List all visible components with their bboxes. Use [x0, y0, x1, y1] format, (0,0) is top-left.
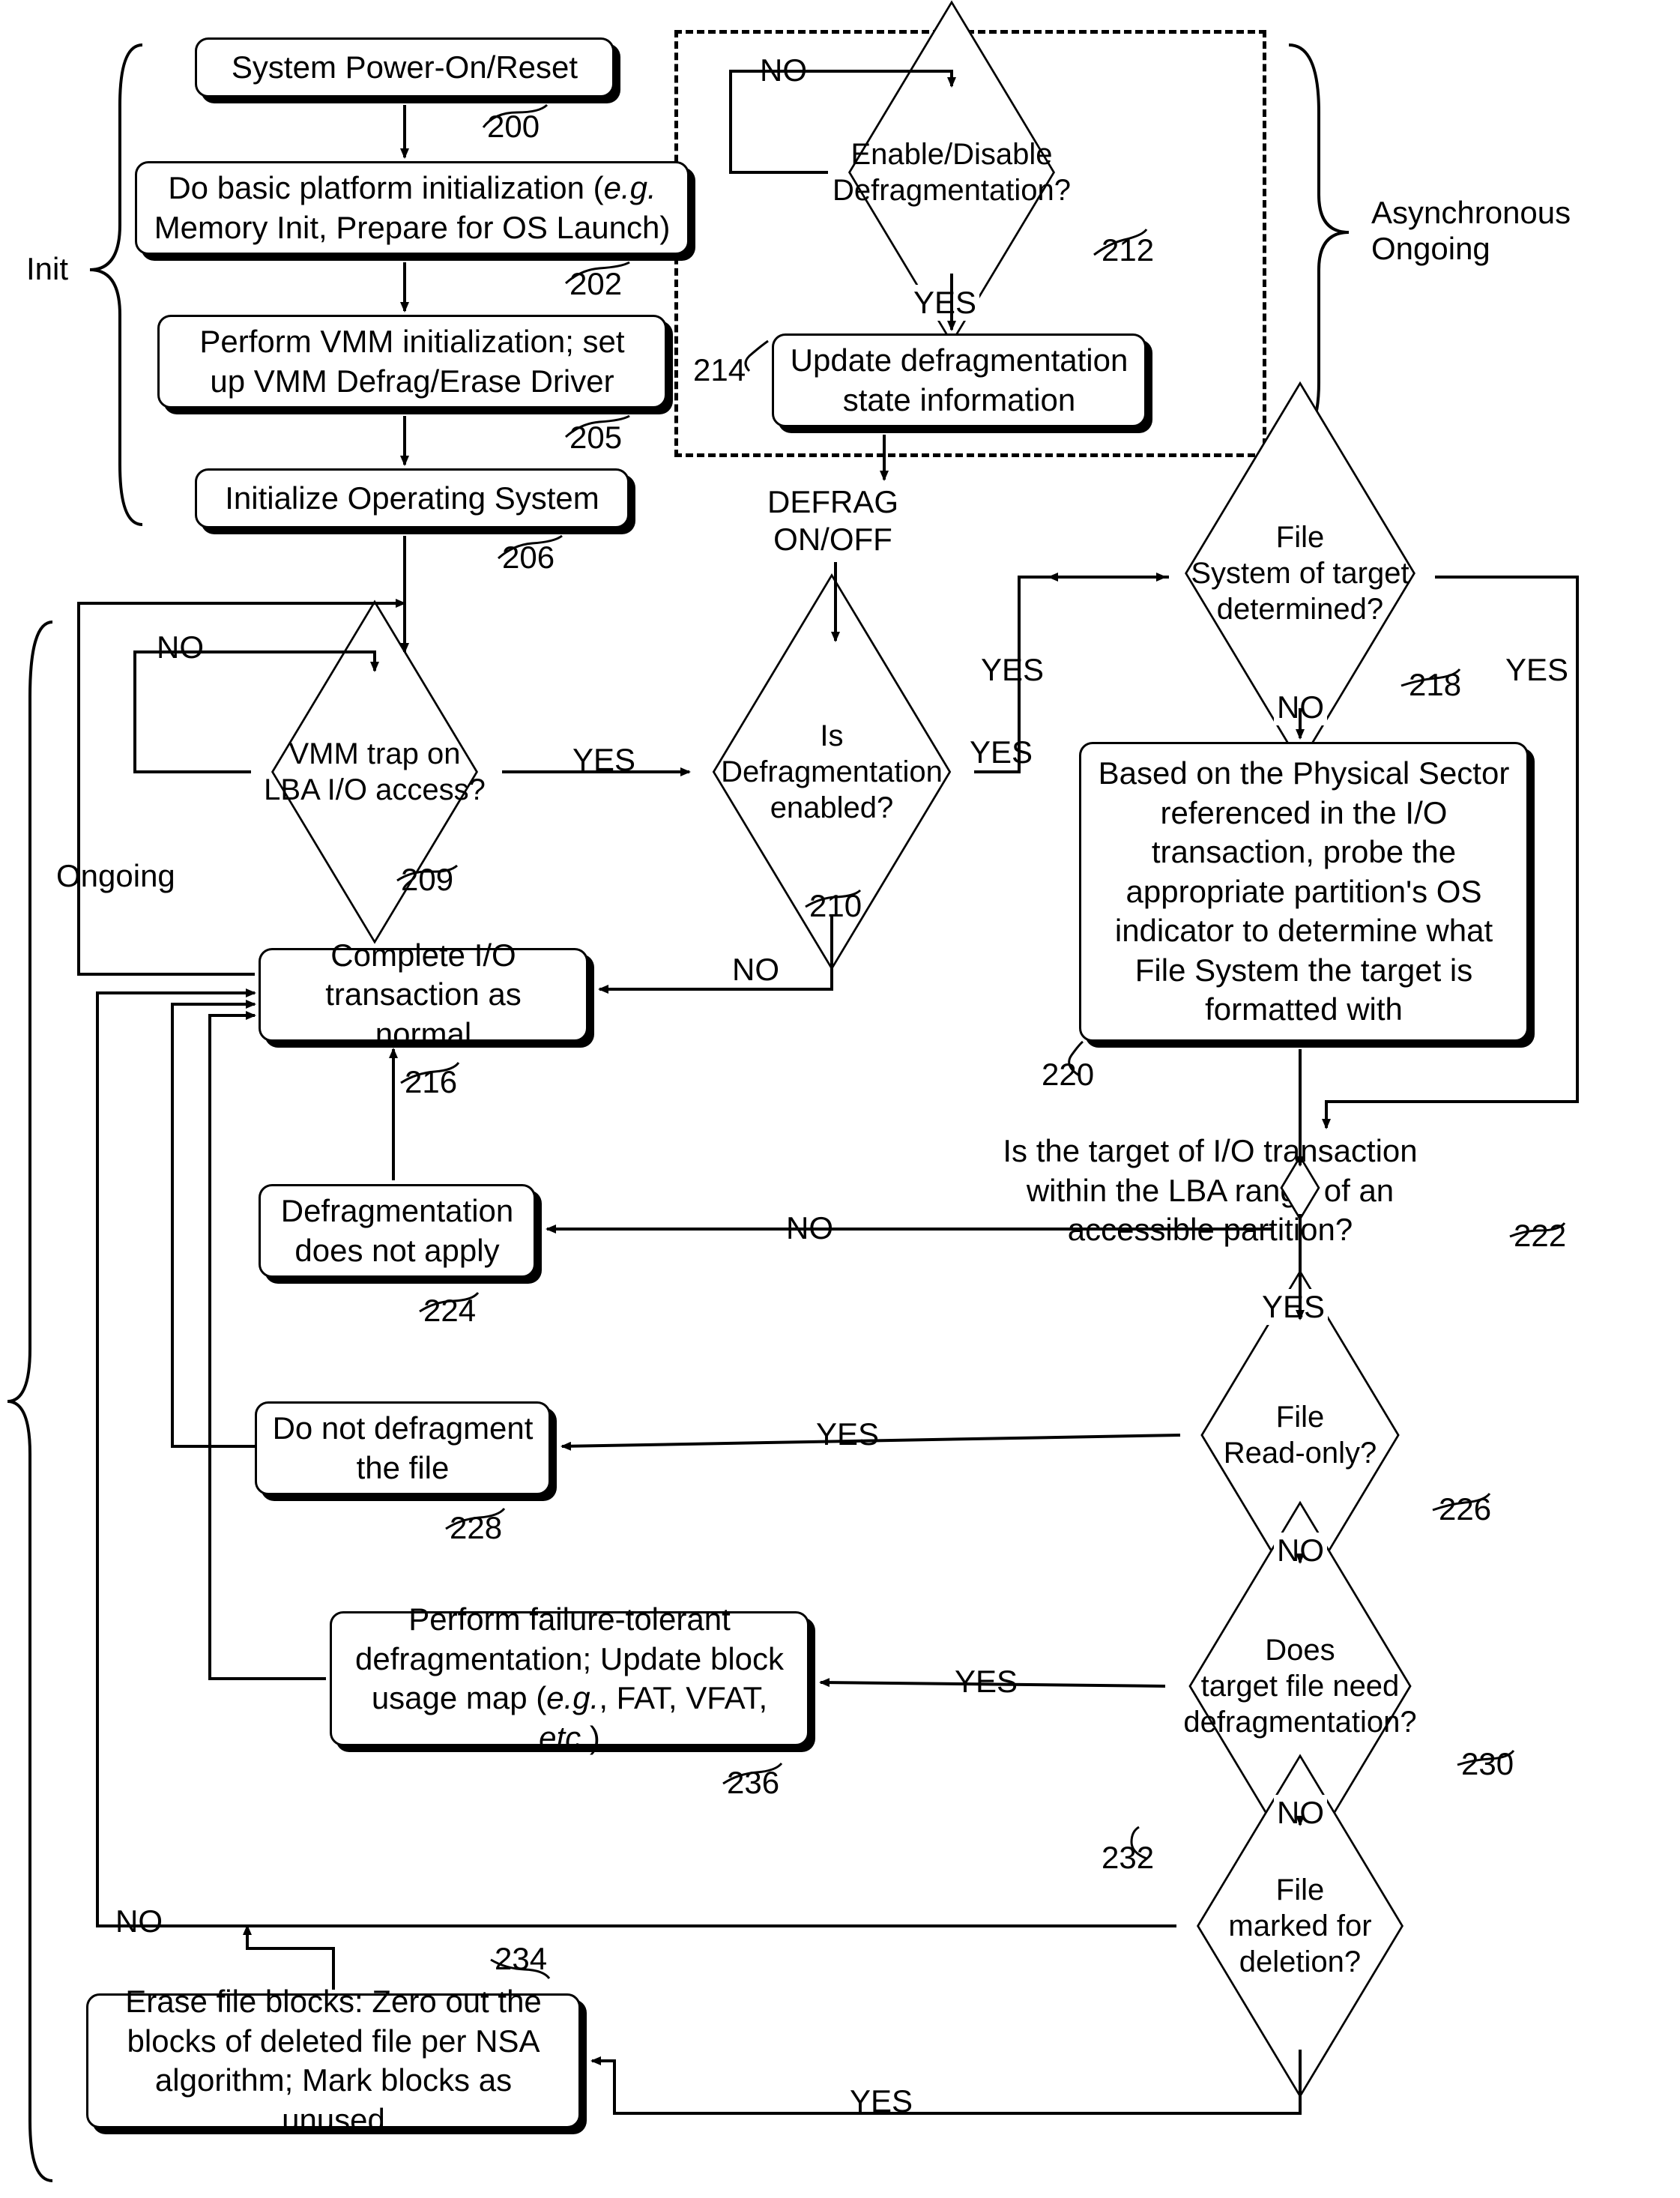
edges-svg: [0, 0, 1680, 2198]
flowchart-canvas: Init Ongoing AsynchronousOngoing System …: [0, 0, 1680, 2198]
